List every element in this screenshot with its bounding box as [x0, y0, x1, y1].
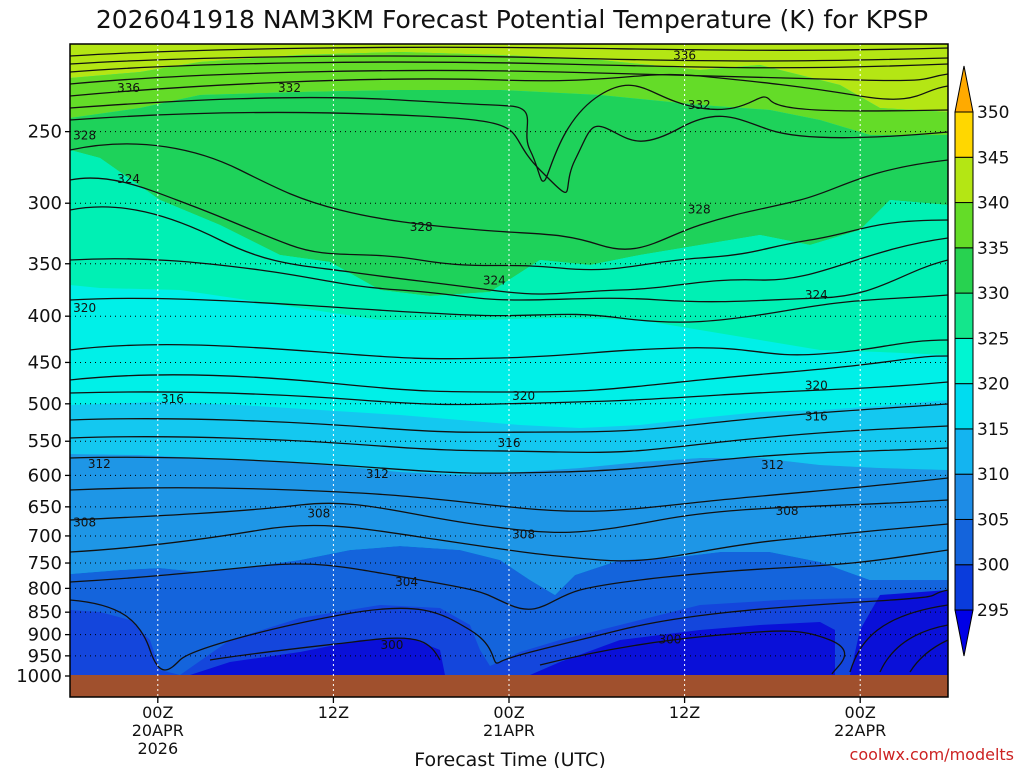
- x-axis-label: Forecast Time (UTC): [414, 749, 605, 768]
- y-tick-label: 400: [28, 306, 62, 327]
- y-tick-label: 250: [28, 122, 62, 143]
- band-295-b: [530, 622, 835, 675]
- colorbar-tick-label: 315: [977, 420, 1009, 440]
- contour-labels: 336 336 332 332 328 328 328 324 324 324 320 320 320 3…: [73, 48, 828, 652]
- colorbar-tick-label: 310: [977, 465, 1009, 485]
- x-tick-label: 22APR: [834, 721, 886, 740]
- contour-label: 312: [88, 457, 111, 471]
- chart-title: 2026041918 NAM3KM Forecast Potential Tem…: [96, 5, 928, 34]
- x-tick-label: 21APR: [483, 721, 535, 740]
- y-tick-label: 500: [28, 394, 62, 415]
- contour-lines: [70, 46, 948, 675]
- y-tick-label: 950: [28, 646, 62, 667]
- colorbar-bottom-arrow: [954, 609, 974, 657]
- contour-label: 308: [307, 507, 330, 521]
- y-tick-label: 600: [28, 465, 62, 486]
- contour-label: 300: [659, 632, 682, 646]
- contour-label: 328: [73, 128, 96, 142]
- colorbar-tick-label: 320: [977, 375, 1009, 395]
- colorbar-segment: [954, 518, 974, 566]
- contour-label: 308: [73, 515, 96, 529]
- contour-label: 320: [805, 378, 828, 392]
- colorbar-segment: [954, 292, 974, 339]
- y-tick-label: 650: [28, 497, 62, 518]
- colorbar-top-arrow: [954, 65, 974, 113]
- colorbar-segment: [954, 247, 974, 294]
- colorbar-segment: [954, 156, 974, 204]
- y-tick-label: 850: [28, 602, 62, 623]
- contour-label: 312: [366, 467, 389, 481]
- y-tick-label: 1000: [16, 666, 62, 687]
- x-tick-label: 20APR: [132, 721, 184, 740]
- band-315: [70, 400, 948, 475]
- contour-label: 324: [483, 274, 506, 288]
- grid: [70, 44, 948, 697]
- y-tick-label: 700: [28, 526, 62, 547]
- colorbar: 295 300 305 310 315 320 325 330 335 340 345 350: [954, 65, 1009, 657]
- colorbar-tick-label: 335: [977, 239, 1009, 259]
- contour-label: 320: [73, 301, 96, 315]
- y-tick-label: 800: [28, 578, 62, 599]
- contour-label: 308: [512, 528, 535, 542]
- y-tick-label: 900: [28, 625, 62, 646]
- contour-label: 300: [380, 638, 403, 652]
- colorbar-tick-label: 300: [977, 556, 1009, 576]
- contour-label: 316: [805, 410, 828, 424]
- contour-label: 320: [512, 389, 535, 403]
- colorbar-tick-label: 345: [977, 148, 1009, 168]
- colorbar-segment: [954, 564, 974, 611]
- contour-label: 308: [776, 504, 799, 518]
- colorbar-segment: [954, 383, 974, 430]
- x-tick-label: 00Z: [142, 703, 173, 722]
- y-tick-label: 550: [28, 431, 62, 452]
- x-tick-label: 00Z: [493, 703, 524, 722]
- x-tick-label: 12Z: [318, 703, 349, 722]
- y-tick-label: 300: [28, 193, 62, 214]
- x-tick-label: 00Z: [845, 703, 876, 722]
- colorbar-tick-label: 330: [977, 284, 1009, 304]
- contour-label: 336: [117, 81, 140, 95]
- band-295-c: [850, 590, 948, 675]
- contour-label: 316: [498, 436, 521, 450]
- credit-text: coolwx.com/modelts: [850, 745, 1014, 764]
- contour-label: 332: [278, 81, 301, 95]
- contour-label: 312: [761, 458, 784, 472]
- colorbar-segment: [954, 337, 974, 385]
- colorbar-segment: [954, 428, 974, 475]
- x-tick-label: 12Z: [669, 703, 700, 722]
- x-tick-label: 2026: [137, 739, 178, 758]
- colorbar-segment: [954, 202, 974, 249]
- contour-label: 304: [395, 575, 418, 589]
- y-tick-label: 750: [28, 553, 62, 574]
- contour-label: 336: [673, 48, 696, 62]
- colorbar-tick-label: 295: [977, 601, 1009, 621]
- contour-label: 328: [688, 203, 711, 217]
- y-tick-label: 350: [28, 254, 62, 275]
- colorbar-tick-label: 340: [977, 194, 1009, 214]
- colorbar-tick-label: 325: [977, 329, 1009, 349]
- colorbar-tick-label: 350: [977, 103, 1009, 123]
- band-295-a: [190, 638, 445, 675]
- contour-label: 328: [410, 220, 433, 234]
- contour-label: 316: [161, 392, 184, 406]
- plot-area: [70, 44, 948, 697]
- y-tick-label: 450: [28, 352, 62, 373]
- colorbar-segment: [954, 473, 974, 520]
- contour-label: 332: [688, 98, 711, 112]
- colorbar-tick-label: 305: [977, 510, 1009, 530]
- contour-label: 324: [117, 172, 140, 186]
- contour-label: 324: [805, 288, 828, 302]
- colorbar-segment: [954, 111, 974, 158]
